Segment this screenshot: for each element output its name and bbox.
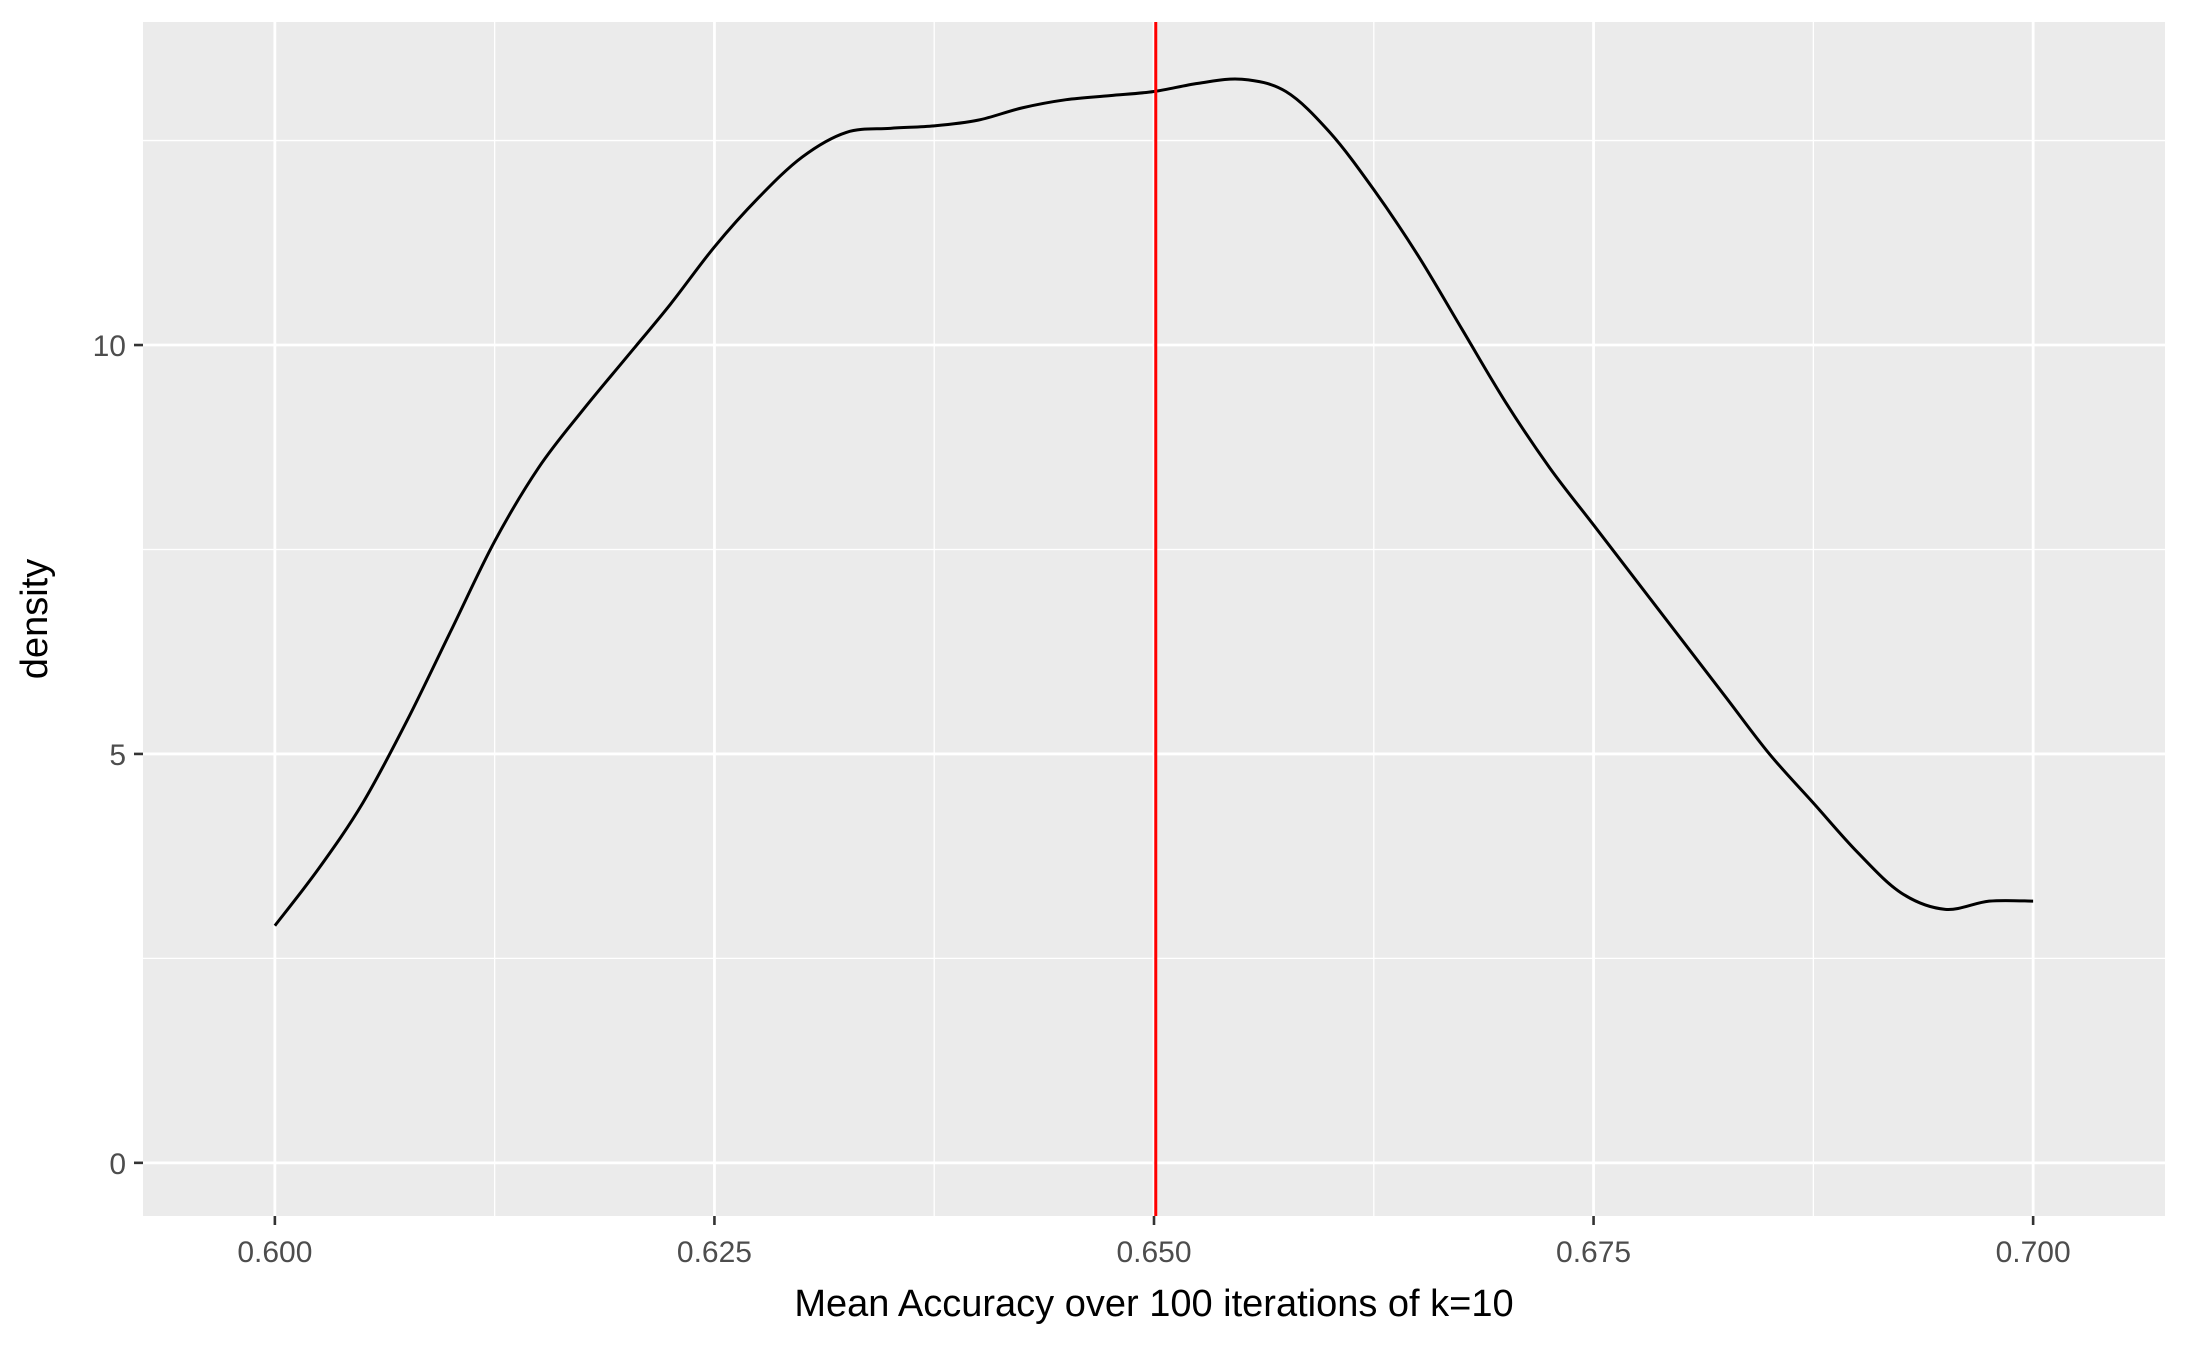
major-gridlines <box>143 22 2165 1216</box>
x-tick-label: 0.625 <box>677 1236 752 1269</box>
series-layer <box>273 77 2034 927</box>
x-tick-label: 0.700 <box>1996 1236 2071 1269</box>
x-tick-label: 0.600 <box>237 1236 312 1269</box>
y-axis-label: density <box>14 559 56 679</box>
density-curve-line <box>273 77 2034 927</box>
y-tick-label: 10 <box>93 330 126 363</box>
y-tick-label: 0 <box>109 1148 126 1181</box>
axes: 0.600 0.625 0.650 0.675 0.700 0 5 10 <box>93 330 2071 1269</box>
x-axis-label: Mean Accuracy over 100 iterations of k=1… <box>794 1283 1513 1325</box>
y-tick-label: 5 <box>109 739 126 772</box>
x-tick-label: 0.675 <box>1556 1236 1631 1269</box>
x-tick-label: 0.650 <box>1116 1236 1191 1269</box>
